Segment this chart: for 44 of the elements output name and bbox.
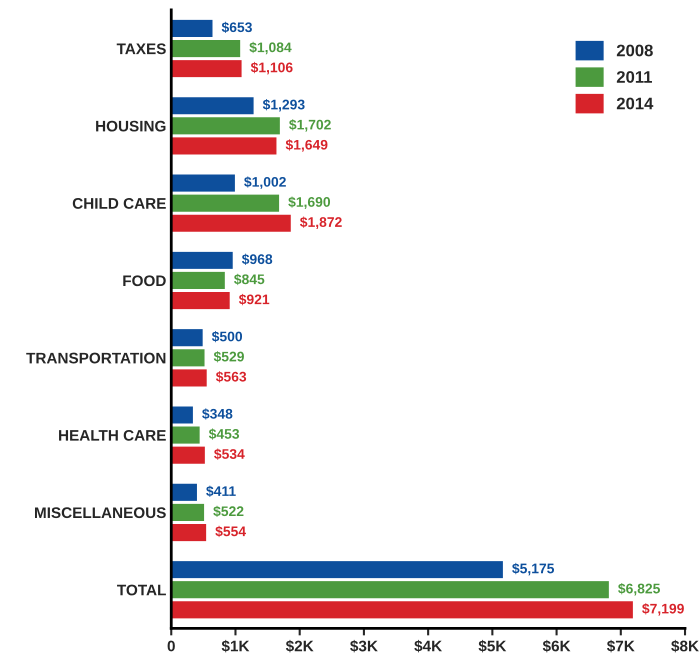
y-tick-label: TOTAL: [117, 584, 166, 596]
y-tick-label: MISCELLANEOUS: [35, 507, 166, 518]
y-tick-label: TAXES: [116, 43, 166, 54]
x-tick-label: $5K: [478, 640, 506, 652]
x-tick-label: $1K: [222, 640, 250, 652]
x-tick-label: $7K: [606, 640, 635, 652]
data-label: $6,825: [618, 583, 660, 596]
data-label: $1,106: [250, 62, 293, 74]
y-tick-label: TRANSPORTATION: [26, 352, 166, 364]
data-label: $534: [214, 448, 245, 460]
data-label: $845: [234, 274, 264, 286]
x-tick-label: $4K: [414, 640, 442, 652]
legend-label: 2008: [616, 44, 653, 56]
data-label: $1,002: [244, 176, 286, 189]
data-label: $554: [215, 526, 246, 538]
data-label: $1,293: [262, 99, 305, 112]
data-label: $411: [206, 486, 236, 497]
data-label: $653: [222, 22, 252, 34]
data-label: $5,175: [512, 562, 554, 576]
data-label: $1,084: [249, 42, 292, 54]
data-label: $1,649: [286, 139, 328, 152]
legend-label: 2011: [616, 71, 652, 83]
x-tick-label: $6K: [542, 640, 570, 652]
data-label: $1,690: [288, 196, 330, 209]
x-tick-label: $2K: [286, 640, 314, 652]
data-label: $968: [242, 254, 272, 265]
x-tick-label: $8K: [671, 640, 699, 652]
data-label: $921: [238, 294, 270, 306]
data-label: $453: [208, 428, 240, 440]
y-tick-label: HEALTH CARE: [59, 430, 166, 441]
x-tick-label: 0: [168, 640, 175, 652]
data-label: $7,199: [642, 603, 684, 616]
y-tick-label: CHILD CARE: [72, 198, 166, 209]
data-label: $529: [214, 351, 244, 362]
data-label: $1,872: [300, 216, 342, 229]
data-label: $1,702: [289, 119, 331, 132]
y-tick-label: FOOD: [123, 275, 166, 286]
data-label: $522: [213, 506, 244, 518]
data-label: $500: [212, 330, 242, 342]
data-label: $348: [202, 408, 232, 420]
data-label: $563: [216, 371, 246, 383]
legend-label: 2014: [616, 98, 654, 110]
x-tick-label: $3K: [350, 640, 378, 652]
y-tick-label: HOUSING: [96, 120, 166, 132]
